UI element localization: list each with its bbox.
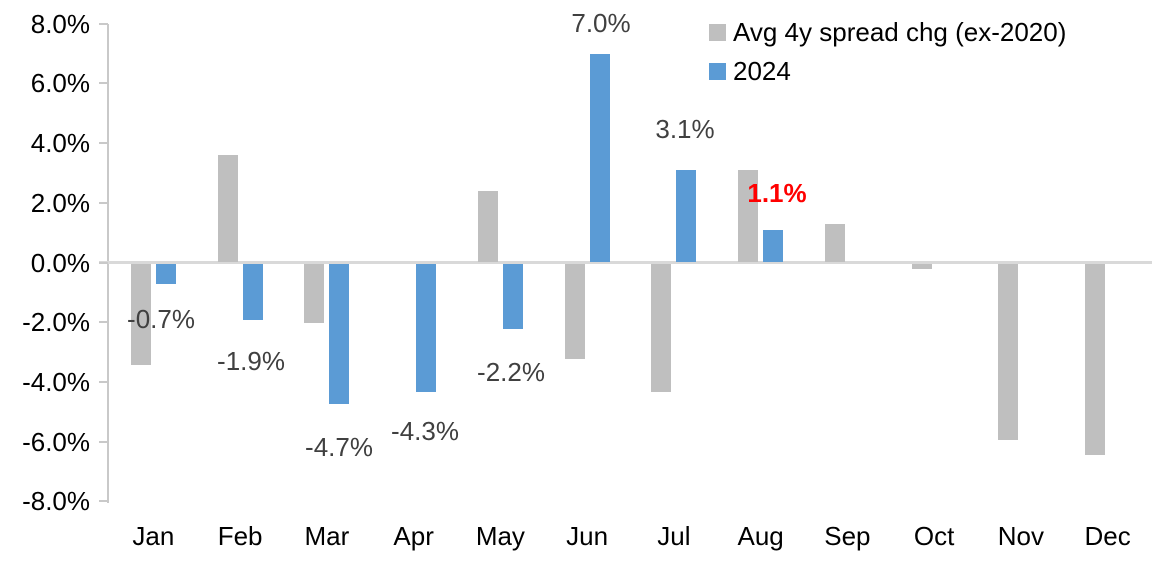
y-tick-label: 2.0% <box>30 187 90 218</box>
bar-avg-feb <box>217 155 238 263</box>
y-axis-tick <box>99 261 108 264</box>
bar-avg-jul <box>651 263 672 392</box>
data-label-2024-aug: 1.1% <box>747 178 807 208</box>
y-tick-label: 6.0% <box>30 68 90 99</box>
legend-item-2024: 2024 <box>709 52 1066 91</box>
bar-2024-may <box>502 263 523 330</box>
bar-2024-feb <box>242 263 263 321</box>
bar-avg-mar <box>304 263 325 324</box>
y-axis-tick <box>99 380 108 383</box>
legend-label-2024: 2024 <box>733 56 791 86</box>
bar-2024-jul <box>676 169 697 263</box>
bar-avg-oct <box>911 263 932 270</box>
data-label-2024-apr: -4.3% <box>391 416 459 446</box>
bar-avg-jun <box>564 263 585 360</box>
bar-avg-aug <box>738 169 759 263</box>
bar-2024-aug <box>763 229 784 263</box>
y-tick-label: -8.0% <box>22 486 90 517</box>
y-tick-label: 4.0% <box>30 128 90 159</box>
y-tick-label: -6.0% <box>22 426 90 457</box>
y-axis-tick <box>99 22 108 25</box>
zero-gridline <box>99 261 1152 264</box>
y-axis-tick <box>99 500 108 503</box>
y-axis-tick <box>99 440 108 443</box>
legend-item-avg-spread: Avg 4y spread chg (ex-2020) <box>709 13 1066 52</box>
x-axis-label-apr: Apr <box>393 521 434 551</box>
y-axis-tick <box>99 142 108 145</box>
x-axis-label-feb: Feb <box>217 521 263 551</box>
x-axis-label-jan: Jan <box>132 521 175 551</box>
bar-2024-mar <box>329 263 350 404</box>
y-axis-tick <box>99 82 108 85</box>
bar-avg-dec <box>1085 263 1106 455</box>
y-tick-label: 8.0% <box>30 8 90 39</box>
data-label-2024-mar: -4.7% <box>305 432 373 462</box>
bar-2024-jun <box>589 53 610 263</box>
y-axis-tick <box>99 201 108 204</box>
legend-swatch-blue-icon <box>709 63 726 80</box>
x-axis-label-sep: Sep <box>824 521 871 551</box>
x-axis-label-oct: Oct <box>913 521 955 551</box>
y-axis-tick <box>99 321 108 324</box>
x-axis-label-aug: Aug <box>737 521 784 551</box>
x-axis-label-nov: Nov <box>997 521 1044 551</box>
y-tick-label: -4.0% <box>22 366 90 397</box>
data-label-2024-feb: -1.9% <box>217 346 285 376</box>
bar-avg-jan <box>130 263 151 365</box>
x-axis-label-jul: Jul <box>657 521 691 551</box>
x-axis-label-may: May <box>475 521 525 551</box>
legend-label-avg-spread: Avg 4y spread chg (ex-2020) <box>733 17 1067 47</box>
y-tick-label: 0.0% <box>30 247 90 278</box>
data-label-2024-jul: 3.1% <box>655 114 715 144</box>
legend-swatch-gray-icon <box>709 24 726 41</box>
bar-avg-sep <box>824 223 845 263</box>
chart-legend: Avg 4y spread chg (ex-2020) 2024 <box>709 13 1066 91</box>
data-label-2024-jan: -0.7% <box>127 304 195 334</box>
bar-2024-jan <box>155 263 176 285</box>
data-label-2024-jun: 7.0% <box>571 8 631 38</box>
bar-avg-nov <box>998 263 1019 440</box>
bar-2024-apr <box>416 263 437 392</box>
data-label-2024-may: -2.2% <box>477 357 545 387</box>
x-axis-label-mar: Mar <box>304 521 350 551</box>
x-axis-label-dec: Dec <box>1084 521 1131 551</box>
bar-avg-may <box>477 190 498 263</box>
y-tick-label: -2.0% <box>22 307 90 338</box>
x-axis-label-jun: Jun <box>566 521 609 551</box>
